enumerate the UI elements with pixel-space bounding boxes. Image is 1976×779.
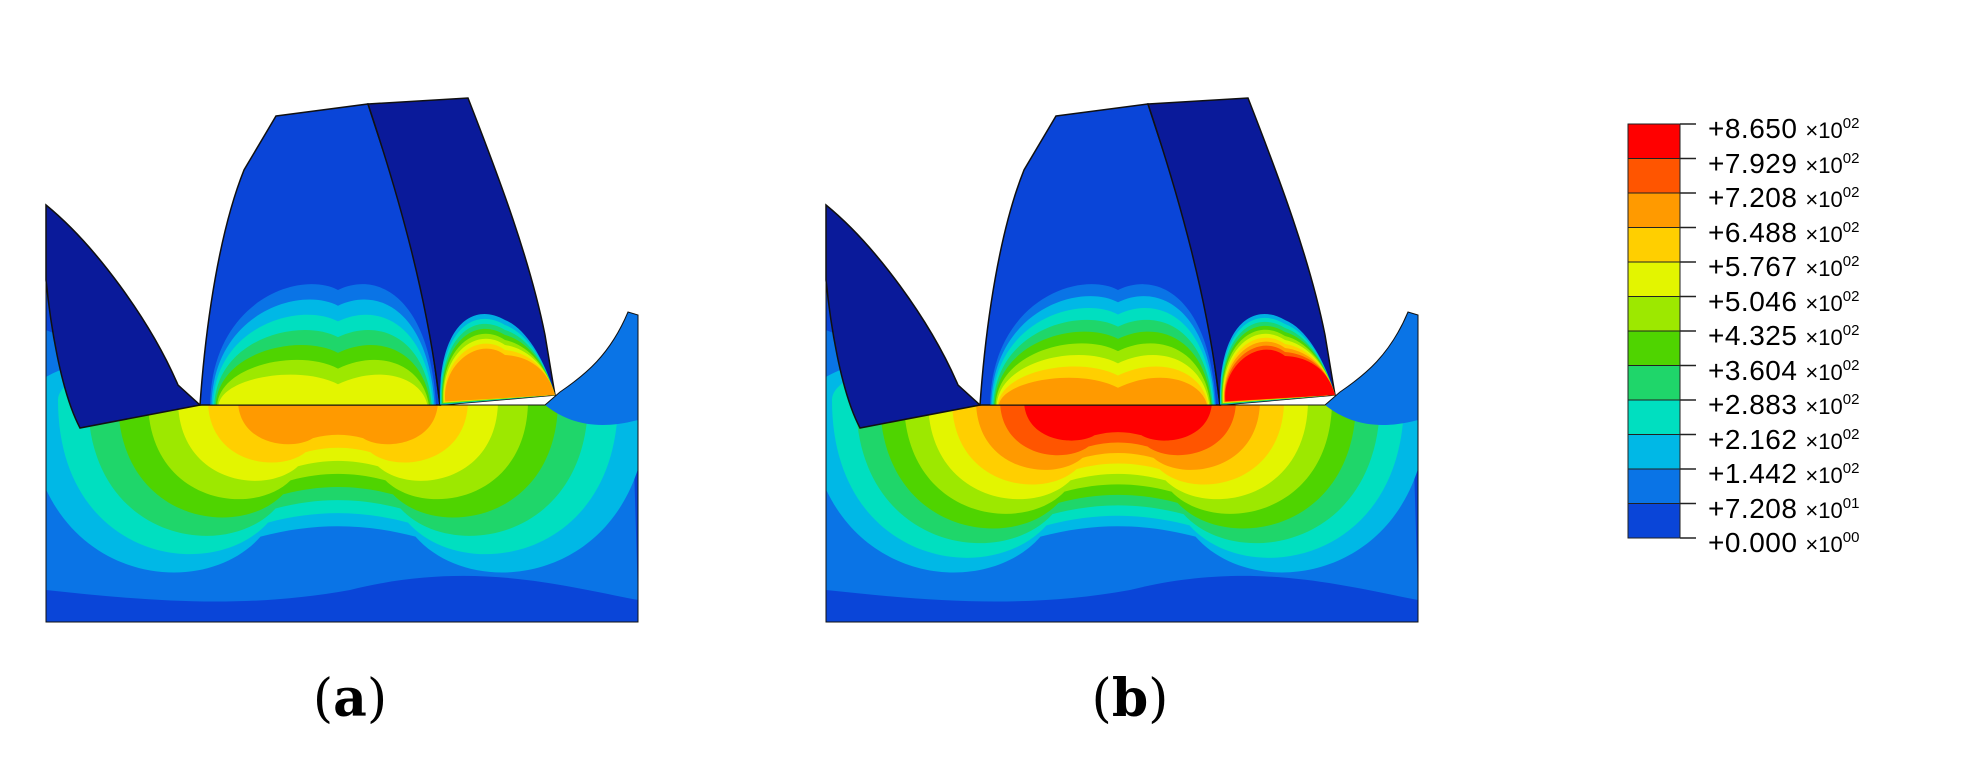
legend-band-6 [1627,330,1681,366]
legend-label-10: +1.442 ×1002 [1708,452,1860,489]
legend-label-4: +5.767 ×1002 [1708,245,1860,282]
legend-value: +0.000 [1708,527,1798,558]
tooth-side-field-b [1219,313,1335,405]
legend-exponent: 02 [1842,356,1860,374]
contour-panel-b: (b) [780,0,1480,779]
legend-band-3 [1627,227,1681,263]
caption-b-letter: b [1111,668,1149,729]
legend-exponent: 02 [1842,287,1860,305]
contour-panel-a: (a) [0,0,700,779]
legend-exponent: 02 [1842,391,1860,408]
legend-exponent: 02 [1842,253,1860,270]
legend-value: +7.208 [1708,182,1798,213]
legend-exponent: 00 [1842,529,1860,546]
legend-label-7: +3.604 ×1002 [1708,349,1860,386]
legend-band-5 [1627,296,1681,332]
legend-exponent: 02 [1842,149,1860,167]
legend-multiplier: ×1002 [1805,253,1860,281]
legend-label-0: +8.650 ×1002 [1708,107,1860,144]
legend-color-bar [1627,123,1696,539]
legend-label-12: +0.000 ×1000 [1708,521,1860,558]
legend-band-7 [1627,365,1681,401]
legend-label-11: +7.208 ×1001 [1708,487,1860,524]
legend-value: +7.929 [1708,147,1798,179]
legend-multiplier: ×1002 [1805,149,1860,178]
legend-multiplier: ×1002 [1805,322,1860,350]
legend-band-11 [1627,503,1681,539]
legend-value: +3.604 [1708,354,1798,386]
tooth-root-field-b [990,284,1216,405]
legend-band-2 [1627,192,1681,228]
neighbour-tooth-right-b [1325,312,1418,425]
legend-value: +5.046 [1708,285,1798,317]
legend-band-1 [1627,158,1681,194]
legend-band-8 [1627,399,1681,435]
color-legend: +8.650 ×1002 +7.929 ×1002 +7.208 ×1002 +6.488 ×… [1620,113,1960,558]
legend-exponent: 02 [1842,184,1860,201]
stress-contour-b [825,97,1419,623]
legend-multiplier: ×1002 [1805,356,1860,385]
legend-multiplier: ×1002 [1805,425,1860,454]
tooth-root-field-a [210,284,436,405]
legend-band-9 [1627,434,1681,470]
legend-band-0 [1627,123,1681,159]
legend-band-10 [1627,468,1681,504]
legend-multiplier: ×1000 [1805,529,1860,557]
legend-label-5: +5.046 ×1002 [1708,280,1860,317]
legend-label-1: +7.929 ×1002 [1708,142,1860,179]
legend-exponent: 02 [1842,322,1860,339]
legend-label-8: +2.883 ×1002 [1708,383,1860,420]
legend-label-3: +6.488 ×1002 [1708,211,1860,248]
legend-multiplier: ×1002 [1805,115,1860,143]
caption-a: (a) [312,668,388,729]
legend-exponent: 02 [1842,218,1860,236]
legend-label-6: +4.325 ×1002 [1708,314,1860,351]
legend-exponent: 02 [1842,460,1860,477]
tooth-side-field-a [439,313,555,405]
legend-value: +1.442 [1708,458,1798,489]
caption-a-letter: a [333,668,367,729]
legend-exponent: 02 [1842,425,1860,443]
legend-value: +5.767 [1708,251,1798,282]
legend-multiplier: ×1002 [1805,460,1860,488]
neighbour-tooth-right-a [545,312,638,425]
legend-multiplier: ×1001 [1805,494,1860,523]
legend-value: +6.488 [1708,216,1798,248]
legend-multiplier: ×1002 [1805,391,1860,419]
neighbour-tooth-left-a [45,203,202,429]
stress-contour-a [45,97,639,623]
legend-value: +4.325 [1708,320,1798,351]
legend-band-4 [1627,261,1681,297]
legend-multiplier: ×1002 [1805,184,1860,212]
legend-value: +2.162 [1708,423,1798,455]
legend-exponent: 01 [1842,494,1860,512]
legend-value: +8.650 [1708,113,1798,144]
legend-multiplier: ×1002 [1805,218,1860,247]
neighbour-tooth-left-b [825,203,982,429]
legend-label-2: +7.208 ×1002 [1708,176,1860,213]
legend-exponent: 02 [1842,115,1860,132]
legend-value: +2.883 [1708,389,1798,420]
caption-b: (b) [1091,668,1169,729]
legend-label-9: +2.162 ×1002 [1708,418,1860,455]
legend-multiplier: ×1002 [1805,287,1860,316]
legend-value: +7.208 [1708,492,1798,524]
